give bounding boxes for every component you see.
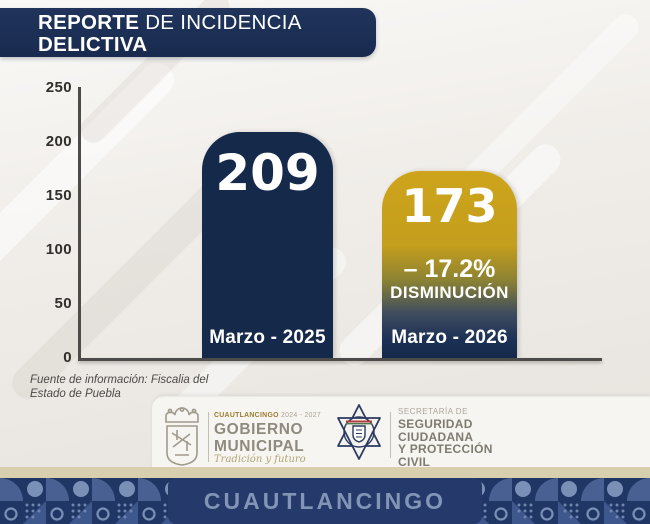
municipal-wordmark: CUAUTLANCINGO 2024 - 2027 GOBIERNO MUNIC… <box>214 412 322 465</box>
decrease-label: DISMINUCIÓN <box>390 283 509 303</box>
logo-strip <box>152 396 650 468</box>
title-line-1: REPORTE DE INCIDENCIA <box>38 12 376 34</box>
tan-divider-band <box>0 467 650 478</box>
municipal-top-line: CUAUTLANCINGO 2024 - 2027 <box>214 412 322 420</box>
footer-bar: CUAUTLANCINGO <box>0 478 650 524</box>
title-word-reporte: REPORTE <box>38 11 140 34</box>
secretaria-small: SECRETARÍA DE <box>398 407 468 416</box>
secretaria-line-1: SEGURIDAD <box>398 417 473 431</box>
ytick-150: 150 <box>45 187 72 204</box>
bar-label-2026: Marzo - 2026 <box>391 327 508 348</box>
ytick-100: 100 <box>45 241 72 258</box>
secretaria-line-3: Y PROTECCIÓN <box>398 442 493 456</box>
secretaria-line-2: CIUDADANA <box>398 429 474 444</box>
source-note-line2: Estado de Puebla <box>30 388 121 400</box>
title-rest: DE INCIDENCIA <box>139 11 302 34</box>
bar-marzo-2026: 173 – 17.2% DISMINUCIÓN Marzo - 2026 <box>382 171 517 358</box>
police-star-badge-icon <box>337 404 381 460</box>
source-note: Fuente de información: Fiscalia del Esta… <box>30 373 208 401</box>
municipal-line-municipal: MUNICIPAL <box>214 437 305 455</box>
footer-center-box <box>168 478 482 524</box>
source-note-line1: Fuente de información: Fiscalia del <box>30 374 209 386</box>
decrease-percent: – 17.2% <box>403 255 496 284</box>
ytick-0: 0 <box>63 349 72 366</box>
ytick-200: 200 <box>45 133 72 150</box>
y-axis-line <box>78 87 81 361</box>
municipal-tagline: Tradición y futuro <box>214 453 306 465</box>
report-title-banner: REPORTE DE INCIDENCIA DELICTIVA <box>0 8 376 57</box>
secretaria-wordmark: SECRETARÍA DE SEGURIDAD CIUDADANA Y PROT… <box>398 408 493 468</box>
bar-chart-plot-area: 209 Marzo - 2025 173 – 17.2% DISMINUCIÓN… <box>80 88 600 358</box>
decrease-annotation: – 17.2% DISMINUCIÓN <box>390 255 509 302</box>
ytick-50: 50 <box>54 295 72 312</box>
ytick-250: 250 <box>45 79 72 96</box>
municipal-years: 2024 - 2027 <box>280 412 322 419</box>
x-axis-line <box>78 358 602 361</box>
logo-divider <box>208 412 209 462</box>
municipal-crest-icon <box>165 407 199 466</box>
bar-value-2025: 209 <box>215 144 320 203</box>
bar-marzo-2025: 209 Marzo - 2025 <box>202 132 333 358</box>
municipal-line-gobierno: GOBIERNO <box>214 420 304 438</box>
bar-value-2026: 173 <box>401 179 498 234</box>
municipal-name-small: CUAUTLANCINGO <box>214 412 279 419</box>
bar-label-2025: Marzo - 2025 <box>209 327 326 348</box>
title-line-2: DELICTIVA <box>38 33 148 56</box>
footer-city-name: CUAUTLANCINGO <box>203 488 447 514</box>
logo-divider <box>390 412 391 458</box>
secretaria-line-4: CIVIL <box>398 454 431 469</box>
